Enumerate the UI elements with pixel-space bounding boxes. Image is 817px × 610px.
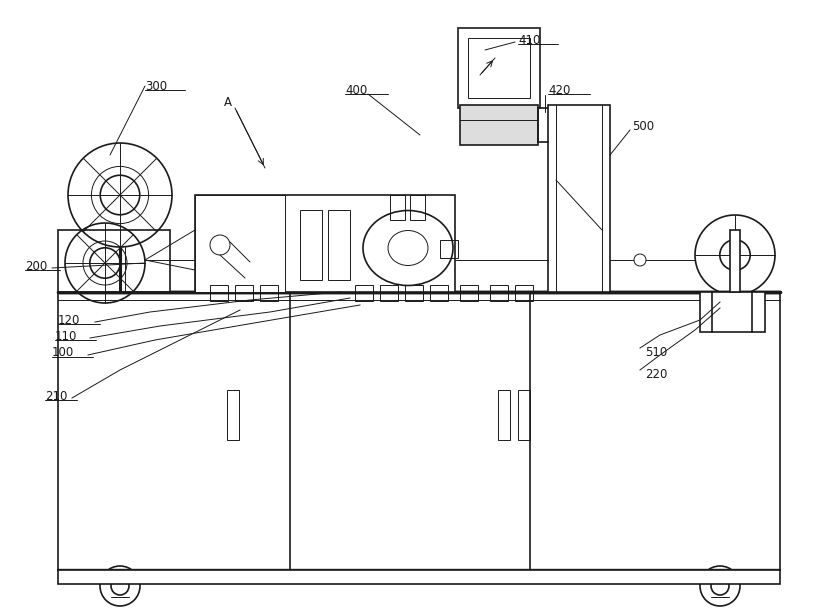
Text: 510: 510: [645, 345, 667, 359]
Text: A: A: [224, 96, 232, 110]
Bar: [700, 292, 765, 332]
Bar: [390, 195, 405, 220]
Bar: [468, 38, 530, 98]
Bar: [195, 195, 455, 292]
Text: 500: 500: [632, 120, 654, 132]
Bar: [460, 105, 538, 145]
Bar: [58, 292, 780, 570]
Bar: [458, 28, 540, 108]
Bar: [227, 390, 239, 440]
Bar: [328, 210, 350, 280]
Text: 220: 220: [645, 367, 667, 381]
Bar: [410, 195, 425, 220]
Bar: [380, 285, 398, 301]
Bar: [235, 285, 253, 301]
Text: 120: 120: [58, 314, 80, 326]
Bar: [355, 285, 373, 301]
Text: 200: 200: [25, 259, 47, 273]
Bar: [58, 230, 170, 292]
Bar: [730, 230, 740, 292]
Bar: [460, 285, 478, 301]
Circle shape: [100, 566, 140, 606]
Text: 300: 300: [145, 79, 167, 93]
Bar: [195, 195, 285, 292]
Text: 410: 410: [518, 34, 540, 46]
Bar: [58, 570, 780, 584]
Text: 420: 420: [548, 84, 570, 96]
Ellipse shape: [388, 231, 428, 265]
Circle shape: [634, 254, 646, 266]
Bar: [405, 285, 423, 301]
Text: 210: 210: [45, 390, 67, 403]
Bar: [515, 285, 533, 301]
Bar: [490, 285, 508, 301]
Bar: [518, 390, 530, 440]
Bar: [210, 285, 228, 301]
Text: 110: 110: [55, 329, 78, 342]
Bar: [300, 210, 322, 280]
Circle shape: [700, 566, 740, 606]
Bar: [548, 105, 610, 292]
Text: 100: 100: [52, 346, 74, 359]
Ellipse shape: [363, 210, 453, 285]
Bar: [260, 285, 278, 301]
Text: 400: 400: [345, 84, 368, 96]
Bar: [440, 240, 458, 258]
Bar: [498, 390, 510, 440]
Bar: [430, 285, 448, 301]
